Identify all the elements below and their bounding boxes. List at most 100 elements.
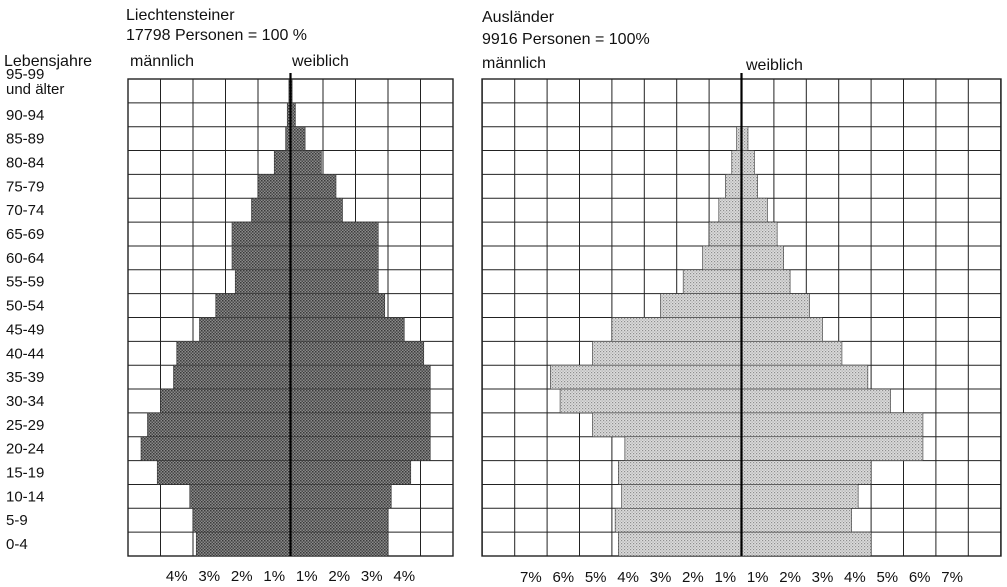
chart2-subtitle: 9916 Personen = 100% (482, 31, 650, 48)
bar-male (682, 269, 742, 294)
bar-male (234, 269, 291, 294)
age-label: 55-59 (6, 274, 44, 291)
bar-female (290, 507, 389, 533)
age-axis-title: Lebensjahre (4, 53, 92, 70)
chart2-male-label: männlich (482, 55, 546, 72)
bar-female (741, 388, 891, 414)
bar-male (160, 388, 291, 414)
bar-female (741, 460, 872, 485)
bar-male (195, 531, 291, 557)
bar-male (660, 293, 742, 318)
chart2-auslaender: 7% 6% 5% 4% 3% 2% 1% 1% 2% 3% 4% 5% 6% 7% (481, 73, 1002, 586)
bar-female (290, 293, 386, 318)
x-tick-label: 2% (328, 568, 350, 585)
x-tick-label: 7% (520, 569, 542, 586)
age-label: 85-89 (6, 131, 44, 148)
bar-male (173, 364, 291, 390)
chart1-female-label: weiblich (291, 53, 349, 70)
bar-male (614, 507, 742, 533)
x-tick-label: 3% (650, 569, 672, 586)
age-label: 50-54 (6, 298, 44, 315)
x-tick-label: 3% (812, 569, 834, 586)
bar-female (290, 341, 425, 366)
age-label: 45-49 (6, 321, 44, 338)
bar-male (718, 197, 742, 223)
bar-male (273, 150, 291, 175)
x-tick-label: 5% (585, 569, 607, 586)
x-tick-label: 6% (552, 569, 574, 586)
x-tick-label: 1% (296, 568, 318, 585)
bar-female (290, 174, 337, 199)
bar-male (618, 460, 742, 485)
chart2-tick-labels: 7% 6% 5% 4% 3% 2% 1% 1% 2% 3% 4% 5% 6% 7% (520, 569, 963, 586)
bar-male (176, 341, 291, 366)
chart1-liechtensteiner: 4% 3% 2% 1% 1% 2% 3% 4% (127, 73, 454, 585)
bar-female (741, 293, 810, 318)
chart2-female-label: weiblich (745, 57, 803, 74)
x-tick-label: 3% (361, 568, 383, 585)
age-label: 95-99 (6, 66, 44, 83)
age-label: 40-44 (6, 345, 44, 362)
x-tick-label: 4% (166, 568, 188, 585)
bar-female (290, 412, 431, 438)
bar-female (290, 269, 379, 294)
bar-female (290, 126, 306, 151)
bar-male (621, 484, 742, 509)
bar-female (741, 150, 755, 175)
bar-female (290, 436, 431, 461)
age-label: 10-14 (6, 488, 44, 505)
x-tick-label: 3% (198, 568, 220, 585)
bar-male (156, 460, 291, 485)
bar-female (741, 507, 852, 533)
bar-female (290, 531, 389, 557)
x-tick-label: 4% (617, 569, 639, 586)
age-label: 20-24 (6, 441, 44, 458)
bar-female (741, 221, 778, 247)
bar-male (147, 412, 291, 438)
age-label: 90-94 (6, 107, 44, 124)
age-label: 30-34 (6, 393, 44, 410)
bar-male (592, 341, 742, 366)
age-label: und älter (6, 81, 64, 98)
bar-female (290, 245, 379, 271)
bar-male (231, 245, 291, 271)
x-tick-label: 6% (909, 569, 931, 586)
bar-male (559, 388, 742, 414)
age-label: 25-29 (6, 417, 44, 434)
age-label: 80-84 (6, 154, 44, 171)
bar-female (290, 150, 322, 175)
bar-male (231, 221, 291, 247)
bar-female (741, 197, 768, 223)
chart1-subtitle: 17798 Personen = 100 % (126, 27, 307, 44)
bar-female (741, 269, 791, 294)
chart2-title: Ausländer (482, 9, 555, 26)
bar-male (624, 436, 742, 461)
x-tick-label: 7% (941, 569, 963, 586)
bar-female (290, 317, 405, 342)
bar-female (290, 364, 431, 390)
bar-female (290, 484, 392, 509)
bar-male (618, 531, 742, 557)
bar-female (290, 221, 379, 247)
x-tick-label: 1% (714, 569, 736, 586)
x-tick-label: 4% (844, 569, 866, 586)
chart1-title: Liechtensteiner (126, 7, 235, 24)
bar-male (257, 174, 291, 199)
bar-male (702, 245, 742, 271)
bar-male (708, 221, 742, 247)
x-tick-label: 2% (231, 568, 253, 585)
age-label: 75-79 (6, 178, 44, 195)
bar-female (741, 484, 859, 509)
chart1-bars (140, 78, 431, 557)
x-tick-label: 1% (263, 568, 285, 585)
age-label: 15-19 (6, 465, 44, 482)
age-label: 65-69 (6, 226, 44, 243)
chart2-bars (550, 126, 924, 557)
bar-male (189, 484, 291, 509)
x-tick-label: 1% (747, 569, 769, 586)
bar-male (550, 364, 742, 390)
bar-female (290, 197, 343, 223)
age-label: 35-39 (6, 369, 44, 386)
x-tick-label: 4% (393, 568, 415, 585)
